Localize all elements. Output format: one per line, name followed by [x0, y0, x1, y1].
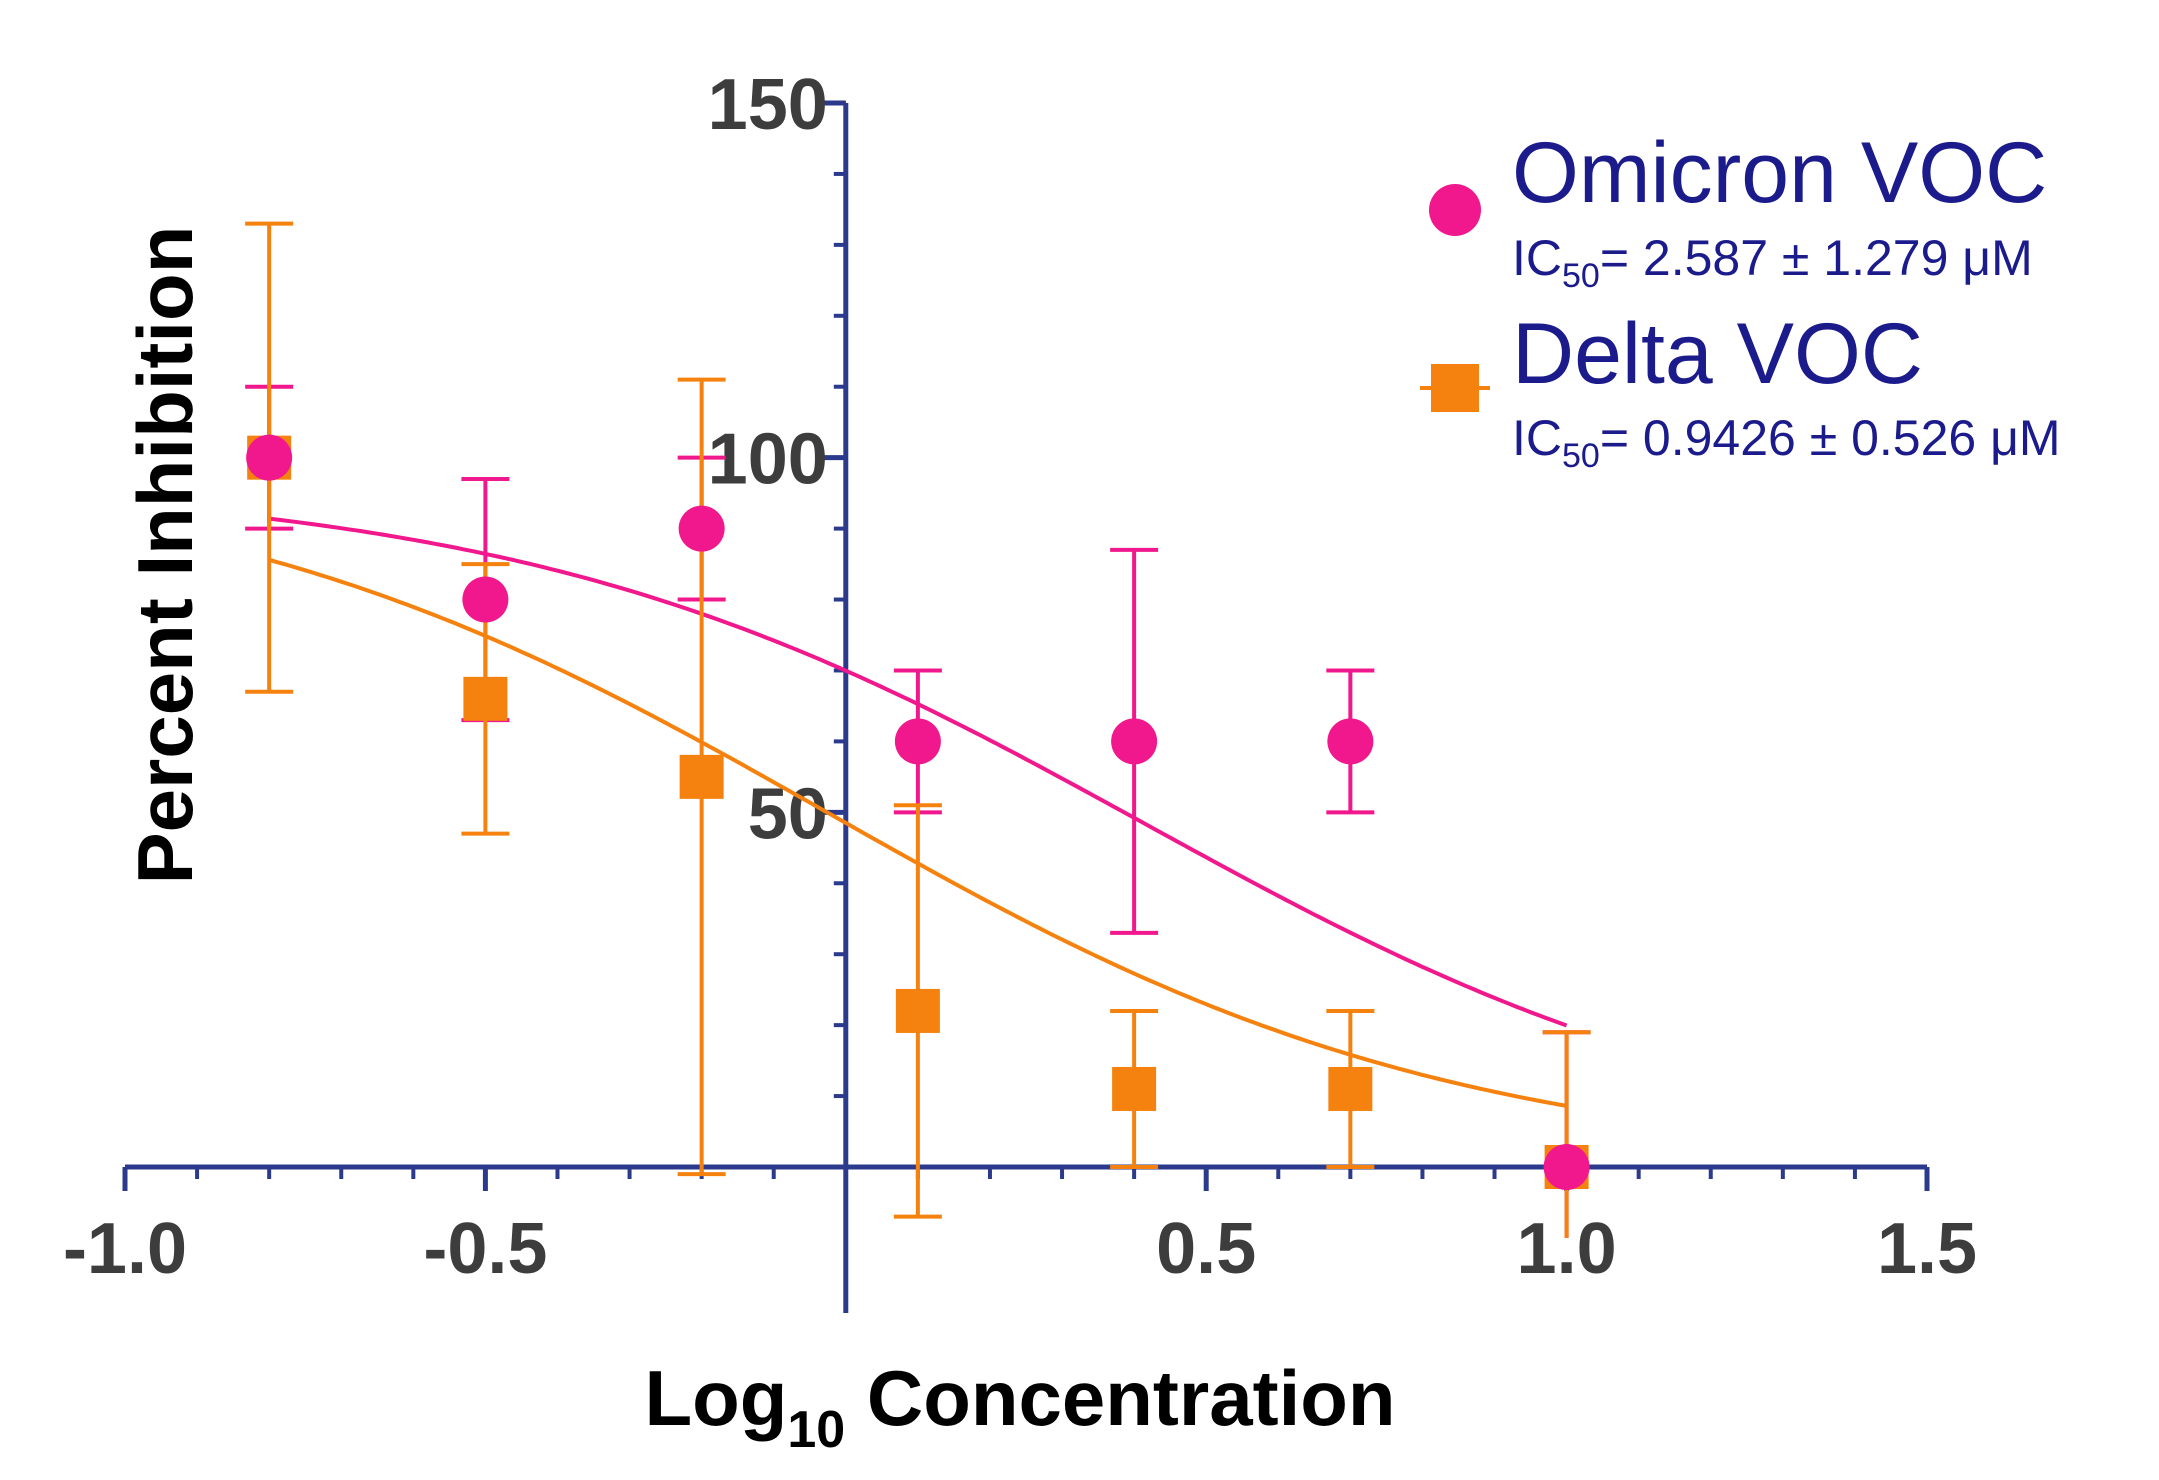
- y-tick-label: 50: [748, 774, 828, 854]
- x-axis-title-subscript: 10: [787, 1401, 845, 1459]
- legend: Omicron VOC IC50= 2.587 ± 1.279 μM Delta…: [1420, 125, 2061, 475]
- legend-marker-omicron: [1429, 184, 1481, 236]
- legend-entry-omicron: Omicron VOC IC50= 2.587 ± 1.279 μM: [1429, 125, 2047, 295]
- data-point-circle: [1111, 718, 1158, 765]
- data-point-circle: [462, 576, 509, 623]
- x-tick-label: 1.5: [1877, 1209, 1977, 1289]
- data-point-square: [679, 754, 724, 799]
- x-tick-label: -1.0: [63, 1209, 187, 1289]
- legend-ic50-subscript-omicron: 50: [1562, 257, 1600, 295]
- x-axis-title: Log10 Concentration: [644, 1354, 1395, 1459]
- y-tick-label: 100: [708, 420, 828, 500]
- x-axis-title-rest: Concentration: [845, 1354, 1395, 1442]
- legend-entry-delta: Delta VOC IC50= 0.9426 ± 0.526 μM: [1420, 306, 2061, 475]
- x-tick-label: 0.5: [1156, 1209, 1256, 1289]
- data-point-square: [1328, 1066, 1373, 1111]
- data-point-circle: [1327, 718, 1374, 765]
- data-point-square: [463, 676, 508, 721]
- legend-ic50-delta: IC50= 0.9426 ± 0.526 μM: [1512, 410, 2061, 475]
- legend-ic50-subscript-delta: 50: [1562, 437, 1600, 475]
- legend-label-omicron: Omicron VOC: [1512, 125, 2047, 221]
- y-tick-label: 150: [708, 65, 828, 145]
- data-point-circle: [1543, 1144, 1590, 1190]
- x-tick-label: -0.5: [423, 1209, 547, 1289]
- data-point-circle: [678, 505, 725, 552]
- legend-ic50-prefix-omicron: IC: [1512, 230, 1562, 286]
- data-point-circle: [246, 434, 293, 481]
- data-point-square: [895, 988, 940, 1033]
- legend-marker-delta: [1431, 364, 1479, 412]
- legend-ic50-omicron: IC50= 2.587 ± 1.279 μM: [1512, 230, 2033, 295]
- legend-ic50-prefix-delta: IC: [1512, 410, 1562, 466]
- data-point-circle: [894, 718, 941, 765]
- legend-label-delta: Delta VOC: [1512, 306, 1923, 402]
- data-points: [246, 434, 1590, 1190]
- legend-ic50-value-delta: = 0.9426 ± 0.526 μM: [1600, 410, 2061, 466]
- legend-ic50-value-omicron: = 2.587 ± 1.279 μM: [1600, 230, 2033, 286]
- x-axis-title-main: Log: [644, 1354, 787, 1442]
- y-axis-title: Percent Inhibition: [121, 226, 209, 885]
- data-point-square: [1112, 1066, 1157, 1111]
